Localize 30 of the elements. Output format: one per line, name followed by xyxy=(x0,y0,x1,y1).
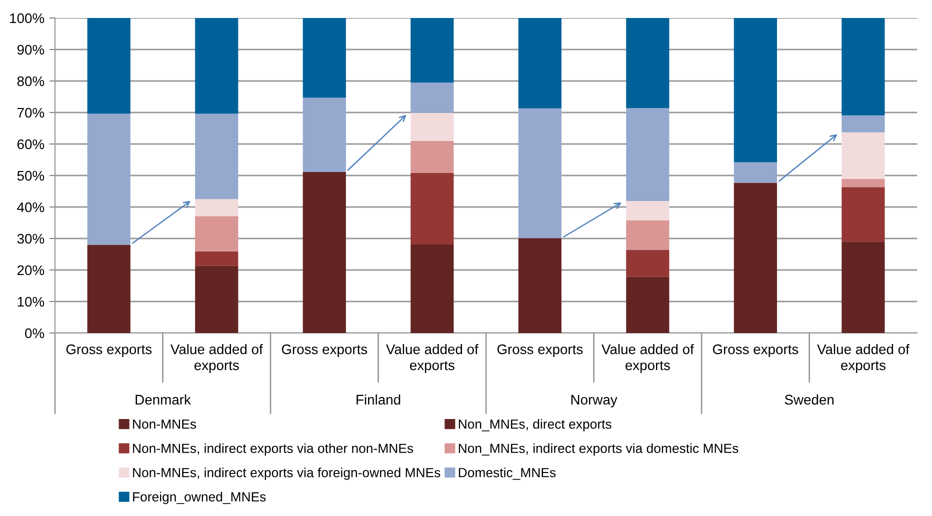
y-tick-label: 10% xyxy=(18,296,44,307)
legend-label: Non-MNEs, indirect exports via foreign-owned MNEs xyxy=(133,468,440,480)
x-tick-label: Value added of exports xyxy=(386,344,478,373)
text: Norway xyxy=(571,394,618,408)
y-tick-label: 100% xyxy=(10,13,44,24)
x-tick-label: Value added of exports xyxy=(817,344,910,373)
legend-label: Non_MNEs, indirect exports via domestic MNEs xyxy=(458,443,738,456)
legend-label: Domestic_MNEs xyxy=(458,468,556,480)
text: Denmark xyxy=(136,394,191,405)
y-tick-label: 40% xyxy=(17,202,44,212)
y-tick-label: 0% xyxy=(25,328,44,338)
y-tick-label: 90% xyxy=(17,44,44,55)
x-tick-label: Gross exports xyxy=(497,344,583,357)
text: Sweden xyxy=(784,394,834,405)
text: Finland xyxy=(356,394,400,405)
x-tick-label: Gross exports xyxy=(66,344,152,357)
y-tick-label: 60% xyxy=(17,139,44,150)
x-tick-label: Gross exports xyxy=(282,344,368,357)
y-tick-label: 80% xyxy=(17,76,44,86)
x-tick-label: Value added of exports xyxy=(170,344,263,373)
legend-label: Non-MNEs xyxy=(133,420,196,429)
legend-label: Non-MNEs, indirect exports via other non-MNEs xyxy=(133,443,414,456)
y-tick-label: 70% xyxy=(17,108,44,118)
y-tick-label: 30% xyxy=(17,234,44,244)
legend-label: Non_MNEs, direct exports xyxy=(458,419,612,432)
x-tick-label: Value added of exports xyxy=(602,344,694,373)
x-tick-label: Gross exports xyxy=(712,344,798,357)
y-tick-label: 20% xyxy=(17,265,44,276)
legend-label: Foreign_owned_MNEs xyxy=(133,492,266,504)
y-tick-label: 50% xyxy=(17,170,44,181)
